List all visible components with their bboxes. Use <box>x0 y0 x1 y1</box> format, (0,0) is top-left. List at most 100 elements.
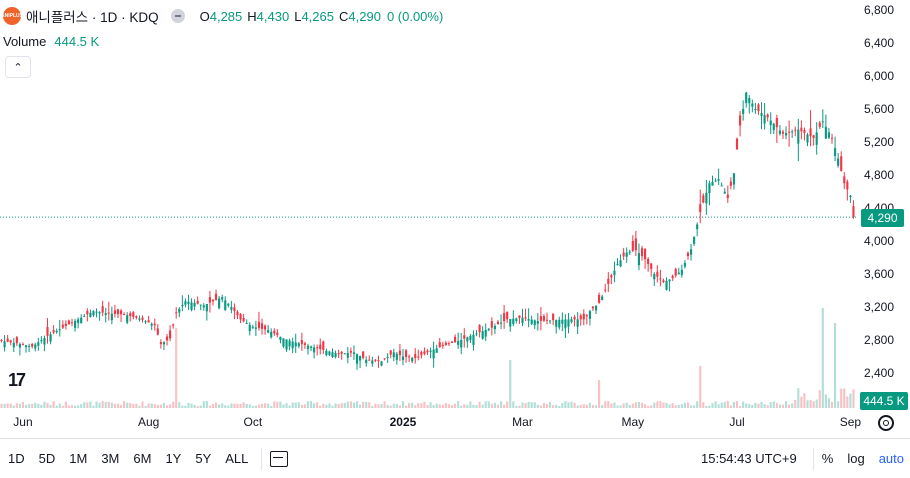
candle-body <box>104 313 107 315</box>
volume-bar <box>478 401 481 408</box>
candle-body <box>264 325 267 330</box>
volume-bar <box>126 402 129 408</box>
candle-body <box>711 181 714 186</box>
candle-body <box>297 343 300 347</box>
auto-scale-button[interactable]: auto <box>878 451 904 466</box>
candle-body <box>162 342 166 345</box>
candle-body <box>487 328 490 331</box>
candle-body <box>717 179 720 181</box>
volume-bar <box>457 401 460 408</box>
candle-body <box>840 156 843 171</box>
candle-body <box>401 356 405 361</box>
calendar-range-icon[interactable] <box>270 450 289 467</box>
candle-body <box>766 114 769 118</box>
volume-bar <box>43 401 46 408</box>
candle-body <box>31 343 34 347</box>
volume-bar <box>138 405 141 408</box>
volume-bar <box>521 402 524 408</box>
more-options-icon[interactable] <box>170 9 185 23</box>
ohlc-low-value: 4,265 <box>301 8 334 24</box>
candle-body <box>631 240 634 251</box>
candle-body <box>794 129 797 131</box>
candle-body <box>818 122 821 127</box>
candle-body <box>812 135 815 138</box>
symbol-title[interactable]: 애니플러스 · 1D · KDQ <box>26 10 159 25</box>
volume-bar <box>748 403 751 408</box>
volume-bar <box>411 402 414 408</box>
candle-body <box>116 309 120 315</box>
range-1y-button[interactable]: 1Y <box>165 451 182 466</box>
volume-bar <box>579 405 582 408</box>
volume-bar <box>637 402 641 408</box>
volume-bar <box>717 404 720 408</box>
volume-bar <box>481 404 484 408</box>
volume-bar <box>650 405 653 408</box>
volume-bar <box>849 393 852 408</box>
log-scale-button[interactable]: log <box>847 451 865 466</box>
candle-body <box>784 132 788 136</box>
volume-bar <box>450 404 454 408</box>
range-all-button[interactable]: ALL <box>225 451 249 466</box>
volume-bar <box>371 405 374 408</box>
volume-bar <box>58 403 61 408</box>
range-5y-button[interactable]: 5Y <box>195 451 212 466</box>
volume-bar <box>791 403 794 408</box>
ohlc-close-label: C <box>339 8 349 24</box>
clock-time[interactable]: 15:54:43 UTC+9 <box>701 451 797 466</box>
volume-bar <box>601 405 604 408</box>
volume-bar <box>680 404 683 408</box>
collapse-legend-button[interactable]: ⌃ <box>5 56 31 78</box>
volume-bar <box>613 402 616 408</box>
volume-bar <box>67 405 71 408</box>
range-3m-button[interactable]: 3M <box>101 451 120 466</box>
bottom-toolbar: 1D 5D 1M 3M 6M 1Y 5Y ALL 15:54:43 UTC+9 … <box>0 438 910 478</box>
range-6m-button[interactable]: 6M <box>133 451 152 466</box>
volume-bar <box>549 401 552 408</box>
volume-bar <box>3 403 6 408</box>
candle-body <box>830 137 834 139</box>
candle-body <box>343 353 346 355</box>
volume-bar <box>539 405 542 408</box>
candle-body <box>331 352 334 357</box>
candle-body <box>696 224 699 230</box>
percent-scale-button[interactable]: % <box>821 451 834 466</box>
volume-bar <box>745 403 748 408</box>
candle-body <box>475 333 478 335</box>
candle-body <box>141 317 144 320</box>
volume-bar <box>392 403 395 408</box>
volume-bar <box>781 404 785 408</box>
candle-body <box>359 356 362 361</box>
candle-body <box>699 204 702 213</box>
candle-body <box>754 109 757 110</box>
volume-bar <box>818 390 821 408</box>
range-1d-button[interactable]: 1D <box>8 451 25 466</box>
candle-body <box>251 326 254 328</box>
candle-body <box>438 342 441 348</box>
volume-bar <box>340 403 343 408</box>
volume-bar <box>144 405 147 408</box>
volume-bar <box>218 404 221 408</box>
volume-bar <box>95 401 98 408</box>
candle-body <box>723 191 726 194</box>
tradingview-logo-icon[interactable]: 17 <box>8 370 26 390</box>
volume-bar <box>555 404 558 408</box>
candle-body <box>518 315 521 319</box>
volume-bar <box>9 403 12 408</box>
range-5d-button[interactable]: 5D <box>38 451 56 466</box>
candle-body <box>95 311 98 313</box>
candle-body <box>457 340 460 345</box>
gear-icon[interactable] <box>878 415 894 431</box>
range-1m-button[interactable]: 1M <box>69 451 88 466</box>
candle-body <box>414 353 417 359</box>
candle-body <box>184 301 187 305</box>
volume-bar <box>116 403 120 408</box>
candle-body <box>178 308 181 313</box>
price-chart[interactable]: 6,8006,4006,0005,6005,2004,8004,4004,000… <box>0 0 910 438</box>
candle-body <box>530 319 533 324</box>
volume-bar <box>757 403 760 408</box>
x-tick-label: May <box>621 415 644 429</box>
candle-body <box>760 113 763 116</box>
volume-bar <box>735 401 739 408</box>
volume-bar <box>417 403 420 408</box>
candle-body <box>285 339 288 350</box>
